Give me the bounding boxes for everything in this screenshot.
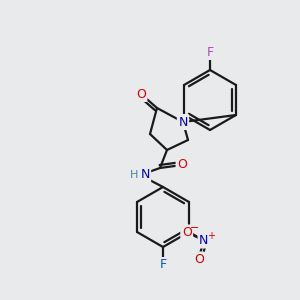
- Text: O: O: [177, 158, 187, 172]
- Text: N: N: [140, 169, 150, 182]
- Text: N: N: [199, 234, 208, 247]
- Text: −: −: [190, 223, 200, 232]
- Text: N: N: [178, 116, 188, 128]
- Text: F: F: [159, 259, 167, 272]
- Text: O: O: [194, 253, 204, 266]
- Text: O: O: [136, 88, 146, 100]
- Text: O: O: [182, 226, 192, 239]
- Text: F: F: [206, 46, 214, 59]
- Text: +: +: [207, 230, 215, 241]
- Text: H: H: [130, 170, 138, 180]
